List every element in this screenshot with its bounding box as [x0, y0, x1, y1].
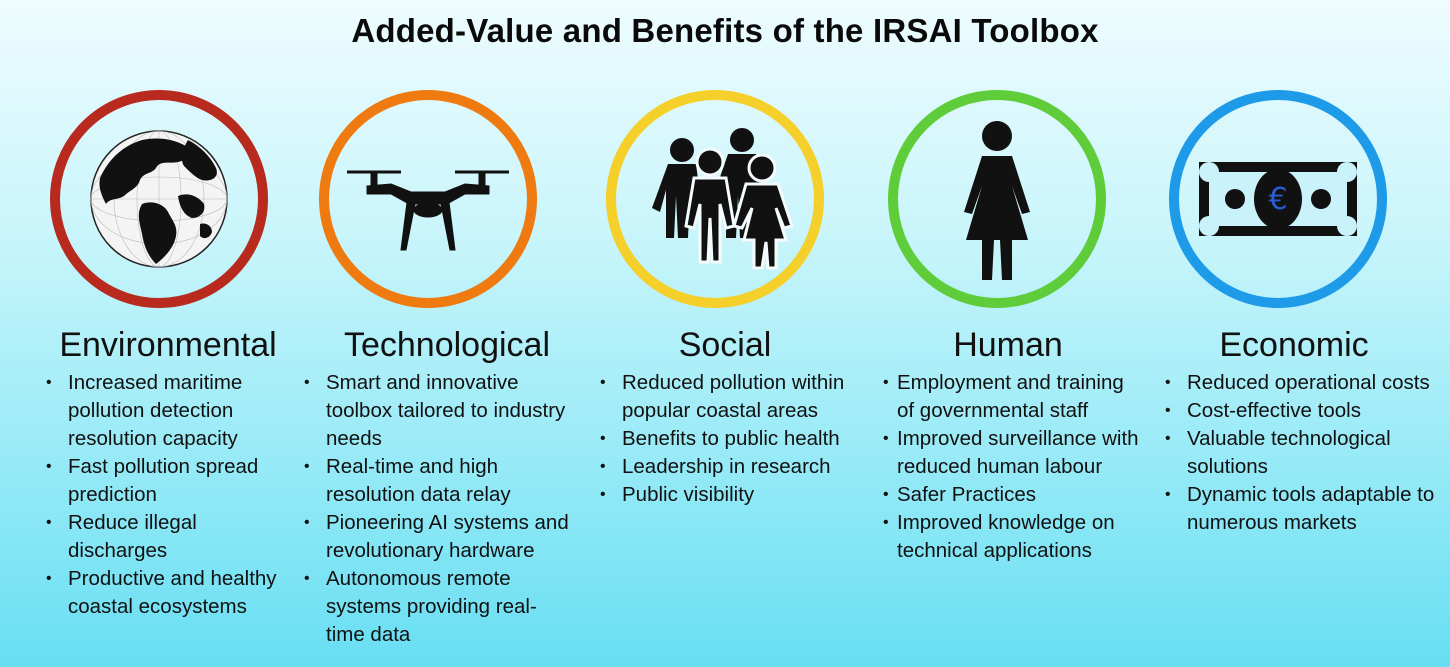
globe-icon	[90, 130, 228, 268]
list-item: Cost-effective tools	[1161, 397, 1443, 425]
environmental-ring	[50, 90, 268, 308]
banknote-icon: €	[1199, 162, 1357, 236]
column-heading-technological: Technological	[343, 326, 551, 364]
euro-symbol: €	[1268, 182, 1287, 217]
list-item: Productive and healthy coastal ecosystem…	[42, 565, 297, 621]
list-item: Employment and training of governmental …	[883, 369, 1145, 425]
list-item: Improved surveillance with reduced human…	[883, 425, 1145, 481]
economic-ring: €	[1169, 90, 1387, 308]
environmental-benefits-list: Increased maritime pollution detection r…	[42, 369, 297, 621]
person-icon	[964, 121, 1030, 280]
technological-ring	[319, 90, 537, 308]
list-item: Reduced pollution within popular coastal…	[596, 369, 858, 425]
list-item: Increased maritime pollution detection r…	[42, 369, 297, 453]
technological-benefits-list: Smart and innovative toolbox tailored to…	[300, 369, 570, 649]
column-heading-human: Human	[953, 326, 1063, 364]
list-item: Valuable technological solutions	[1161, 425, 1443, 481]
list-item: Autonomous remote systems providing real…	[300, 565, 570, 649]
social-ring	[606, 90, 824, 308]
drone-icon	[347, 170, 509, 251]
list-item: Safer Practices	[883, 481, 1145, 509]
economic-benefits-list: Reduced operational costs Cost-effective…	[1161, 369, 1443, 537]
people-group-icon	[652, 128, 794, 270]
list-item: Dynamic tools adaptable to numerous mark…	[1161, 481, 1443, 537]
list-item: Leadership in research	[596, 453, 858, 481]
list-item: Public visibility	[596, 481, 858, 509]
social-benefits-list: Reduced pollution within popular coastal…	[596, 369, 858, 509]
column-heading-environmental: Environmental	[59, 326, 277, 364]
list-item: Reduce illegal discharges	[42, 509, 297, 565]
list-item: Reduced operational costs	[1161, 369, 1443, 397]
column-heading-social: Social	[678, 326, 772, 364]
human-benefits-list: Employment and training of governmental …	[883, 369, 1145, 565]
human-ring	[888, 90, 1106, 308]
list-item: Pioneering AI systems and revolutionary …	[300, 509, 570, 565]
list-item: Smart and innovative toolbox tailored to…	[300, 369, 570, 453]
list-item: Fast pollution spread prediction	[42, 453, 297, 509]
list-item: Improved knowledge on technical applicat…	[883, 509, 1145, 565]
page-title: Added-Value and Benefits of the IRSAI To…	[351, 12, 1099, 49]
list-item: Benefits to public health	[596, 425, 858, 453]
list-item: Real-time and high resolution data relay	[300, 453, 570, 509]
column-heading-economic: Economic	[1219, 326, 1369, 364]
